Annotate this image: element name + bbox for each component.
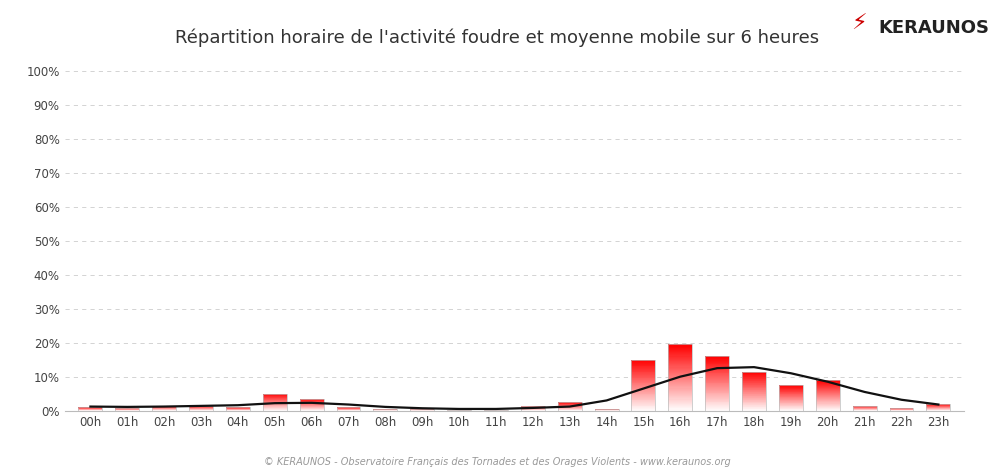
Bar	[152, 405, 176, 411]
Text: © KERAUNOS - Observatoire Français des Tornades et des Orages Violents - www.ker: © KERAUNOS - Observatoire Français des T…	[263, 457, 731, 467]
Bar	[189, 405, 213, 411]
Bar	[558, 402, 581, 411]
Bar	[484, 410, 508, 411]
Text: Répartition horaire de l'activité foudre et moyenne mobile sur 6 heures: Répartition horaire de l'activité foudre…	[175, 28, 819, 47]
Bar	[890, 408, 913, 411]
Bar	[631, 360, 655, 411]
Bar	[79, 407, 102, 411]
Bar	[299, 399, 324, 411]
Text: ⚡: ⚡	[851, 14, 867, 34]
Bar	[337, 407, 361, 411]
Bar	[779, 385, 803, 411]
Bar	[816, 380, 840, 411]
Bar	[447, 410, 471, 411]
Bar	[411, 409, 434, 411]
Bar	[374, 409, 398, 411]
Bar	[226, 407, 249, 411]
Bar	[594, 409, 618, 411]
Bar	[853, 405, 877, 411]
Bar	[743, 371, 766, 411]
Bar	[262, 394, 286, 411]
Bar	[926, 404, 950, 411]
Bar	[115, 408, 139, 411]
Text: KERAUNOS: KERAUNOS	[879, 19, 990, 37]
Bar	[705, 356, 730, 411]
Bar	[668, 345, 692, 411]
Bar	[521, 405, 545, 411]
